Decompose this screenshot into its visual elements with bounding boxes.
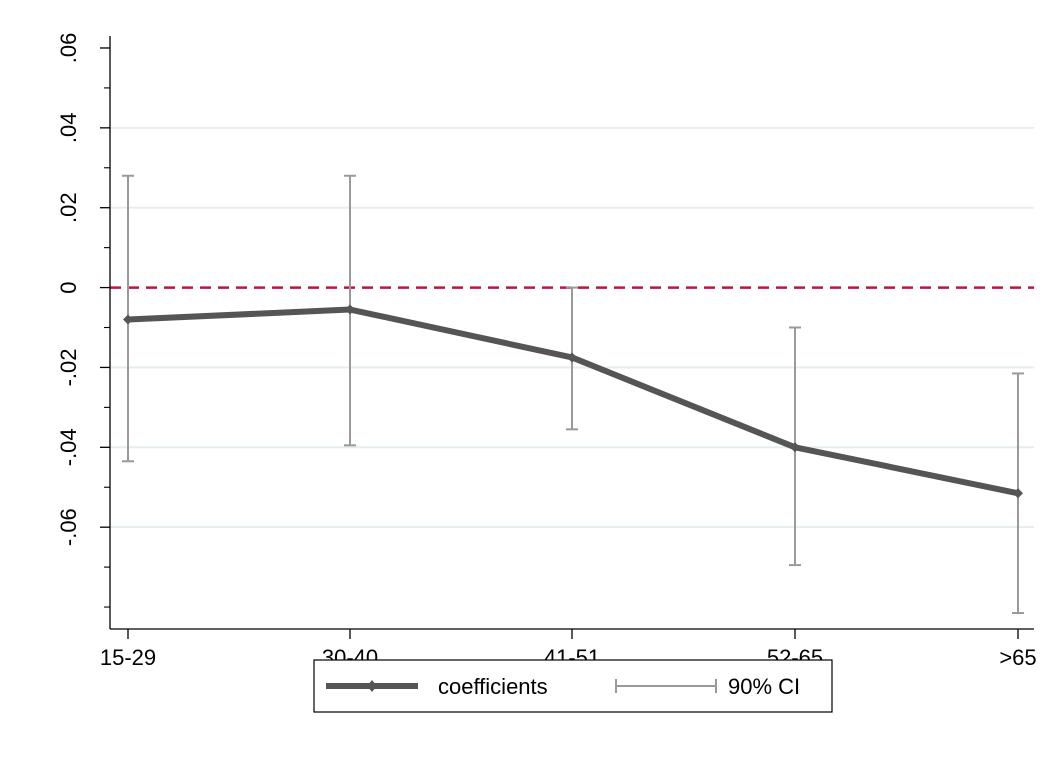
series-point-0-0: [123, 314, 133, 325]
y-tick-label-3: 0: [56, 281, 81, 293]
x-tick-label-0: 15-29: [100, 645, 156, 670]
y-tick-label-0: .06: [56, 33, 81, 64]
x-tick-label-4: >65: [999, 645, 1036, 670]
series-point-0-3: [790, 442, 800, 453]
legend-coefficients-marker: [367, 680, 377, 692]
y-tick-label-2: .02: [56, 192, 81, 223]
legend: coefficients 90% CI: [313, 659, 833, 713]
series-point-0-2: [567, 352, 577, 363]
y-tick-label-4: -.02: [56, 348, 81, 386]
series-point-0-1: [345, 304, 355, 315]
y-tick-label-1: .04: [56, 113, 81, 144]
y-tick-label-5: -.04: [56, 428, 81, 466]
legend-label-ci: 90% CI: [728, 674, 800, 699]
series-point-0-4: [1013, 488, 1023, 499]
series: [123, 304, 1023, 499]
y-tick-label-6: -.06: [56, 508, 81, 546]
legend-label-coefficients: coefficients: [438, 674, 548, 699]
